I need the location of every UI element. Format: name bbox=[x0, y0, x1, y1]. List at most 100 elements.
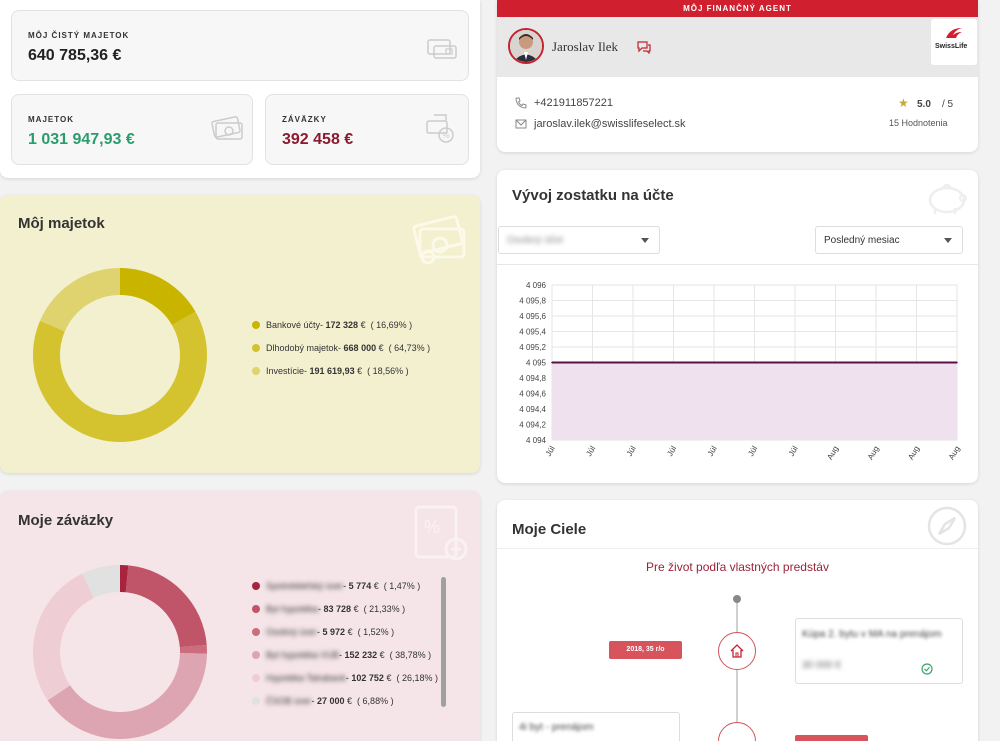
liabilities-legend-item-3[interactable]: Byt hypotéka VUB - 152 232 € ( 38,78% ) bbox=[252, 643, 438, 666]
agent-header-label: MÔJ FINANČNÝ AGENT bbox=[683, 4, 792, 13]
balance-point[interactable] bbox=[753, 361, 756, 364]
legend-dot bbox=[252, 627, 260, 636]
y-tick-label: 4 095 bbox=[526, 359, 547, 368]
agent-phone[interactable]: +421911857221 bbox=[534, 97, 614, 109]
balance-point[interactable] bbox=[875, 361, 877, 364]
compass-icon bbox=[927, 506, 967, 546]
liabilities-legend-item-1[interactable]: Byt hypotéka - 83 728 € ( 21,33% ) bbox=[252, 597, 438, 620]
liabilities-legend: Spotrebiteľský úver - 5 774 € ( 1,47% ) B… bbox=[252, 574, 438, 712]
period-select-value: Posledný mesiac bbox=[824, 234, 900, 246]
assets-donut-chart[interactable] bbox=[30, 265, 210, 445]
balance-point[interactable] bbox=[834, 361, 837, 364]
wallet-icon bbox=[427, 39, 457, 59]
brand-mark-icon bbox=[946, 28, 962, 38]
balance-point[interactable] bbox=[713, 361, 715, 364]
legend-value: - 83 728 € ( 21,33% ) bbox=[318, 603, 406, 614]
liabilities-legend-item-5[interactable]: ČSOB úver - 27 000 € ( 6,88% ) bbox=[252, 689, 438, 712]
y-tick-label: 4 095,2 bbox=[519, 343, 546, 352]
balance-line-chart[interactable]: 4 096 4 095,8 4 095,6 4 095,4 4 095,2 4 095 4 … bbox=[497, 270, 978, 470]
check-circle-icon bbox=[921, 663, 933, 675]
chat-icon[interactable] bbox=[636, 40, 652, 54]
balance-point[interactable] bbox=[551, 361, 553, 364]
x-tick-label: Júl bbox=[625, 444, 638, 458]
legend-dot bbox=[252, 696, 260, 705]
chevron-down-icon bbox=[641, 238, 649, 243]
balance-point[interactable] bbox=[591, 361, 594, 364]
liabilities-box[interactable]: ZÁVÄZKY 392 458 € % bbox=[265, 94, 469, 165]
y-tick-label: 4 096 bbox=[526, 281, 547, 290]
rating-value: 5.0 bbox=[917, 99, 931, 110]
x-tick-label: Aug bbox=[947, 445, 962, 462]
liabilities-title: Moje záväzky bbox=[18, 512, 114, 529]
x-tick-label: Júl bbox=[544, 444, 557, 458]
liabilities-legend-item-4[interactable]: Hypotéka Tatrabank - 102 752 € ( 26,18% … bbox=[252, 666, 438, 689]
goal-2-title: 4i byt - prenájom bbox=[519, 722, 594, 733]
liabilities-donut-chart[interactable] bbox=[30, 562, 210, 741]
goal-1-title: Kúpa 2. bytu v MA na prenájom bbox=[802, 629, 942, 640]
agent-email[interactable]: jaroslav.ilek@swisslifeselect.sk bbox=[534, 118, 686, 130]
agent-header-bar: MÔJ FINANČNÝ AGENT bbox=[497, 0, 978, 17]
y-tick-label: 4 095,6 bbox=[519, 312, 546, 321]
goal-node-home[interactable] bbox=[718, 632, 756, 670]
liabilities-slice-5[interactable] bbox=[82, 565, 120, 598]
chevron-down-icon bbox=[944, 238, 952, 243]
goal-card-2[interactable]: 4i byt - prenájom bbox=[512, 712, 680, 741]
agent-name: Jaroslav Ilek bbox=[552, 39, 619, 54]
legend-scrollbar[interactable] bbox=[441, 577, 446, 707]
avatar[interactable] bbox=[508, 28, 544, 64]
x-tick-label: Júl bbox=[787, 444, 800, 458]
y-tick-label: 4 094,4 bbox=[519, 405, 546, 414]
legend-value: - 102 752 € ( 26,18% ) bbox=[345, 672, 438, 683]
assets-box[interactable]: MAJETOK 1 031 947,93 € bbox=[11, 94, 253, 165]
legend-name: Osobný úver bbox=[266, 626, 318, 637]
home-icon bbox=[730, 644, 744, 658]
goal-node-2[interactable] bbox=[718, 722, 756, 741]
assets-slice-0[interactable] bbox=[120, 268, 196, 326]
money-icon bbox=[211, 116, 243, 140]
legend-value: - 5 972 € ( 1,52% ) bbox=[317, 626, 395, 637]
assets-legend-item-2[interactable]: Investície - 191 619,93 € ( 18,56% ) bbox=[252, 359, 430, 382]
legend-name: ČSOB úver bbox=[266, 695, 312, 706]
liabilities-legend-item-0[interactable]: Spotrebiteľský úver - 5 774 € ( 1,47% ) bbox=[252, 574, 438, 597]
assets-legend-item-0[interactable]: Bankové účty - 172 328 € ( 16,69% ) bbox=[252, 313, 430, 336]
y-tick-label: 4 094 bbox=[526, 436, 547, 445]
legend-value: - 5 774 € ( 1,47% ) bbox=[343, 580, 421, 591]
liabilities-value: 392 458 € bbox=[282, 131, 354, 148]
assets-card: Môj majetok Bankové účty - 172 328 € ( 1… bbox=[0, 195, 480, 473]
y-tick-label: 4 094,6 bbox=[519, 390, 546, 399]
assets-legend-item-1[interactable]: Dlhodobý majetok - 668 000 € ( 64,73% ) bbox=[252, 336, 430, 359]
liabilities-slice-4[interactable] bbox=[33, 573, 94, 701]
legend-dot bbox=[252, 650, 260, 659]
goal-1-amount: 30 000 € bbox=[802, 660, 841, 671]
liabilities-slice-1[interactable] bbox=[125, 565, 207, 648]
legend-dot bbox=[252, 581, 260, 590]
summary-card: MÔJ ČISTÝ MAJETOK 640 785,36 € MAJETOK 1… bbox=[0, 0, 480, 178]
liabilities-card: Moje záväzky % Spotrebiteľský úver - 5 7… bbox=[0, 491, 480, 741]
balance-point[interactable] bbox=[956, 361, 958, 364]
liabilities-slice-3[interactable] bbox=[47, 653, 207, 739]
net-worth-label: MÔJ ČISTÝ MAJETOK bbox=[28, 31, 130, 40]
legend-value: - 668 000 € ( 64,73% ) bbox=[338, 342, 431, 353]
liabilities-legend-item-2[interactable]: Osobný úver - 5 972 € ( 1,52% ) bbox=[252, 620, 438, 643]
assets-slice-1[interactable] bbox=[33, 311, 208, 442]
goals-title: Moje Ciele bbox=[512, 521, 587, 538]
goal-card-1[interactable]: Kúpa 2. bytu v MA na prenájom 30 000 € bbox=[795, 618, 963, 684]
chart-divider bbox=[497, 264, 978, 265]
svg-text:%: % bbox=[424, 517, 440, 537]
assets-slice-2[interactable] bbox=[40, 268, 120, 332]
net-worth-value: 640 785,36 € bbox=[28, 47, 122, 64]
goals-card: Moje Ciele Pre život podľa vlastných pre… bbox=[497, 500, 978, 741]
legend-name: Byt hypotéka VUB bbox=[266, 649, 340, 660]
assets-value: 1 031 947,93 € bbox=[28, 131, 135, 148]
period-select[interactable]: Posledný mesiac bbox=[815, 226, 963, 254]
balance-point[interactable] bbox=[794, 361, 796, 364]
balance-point[interactable] bbox=[632, 361, 634, 364]
goal-year-badge-2 bbox=[795, 735, 868, 741]
liabilities-slice-0[interactable] bbox=[120, 565, 129, 593]
liabilities-slice-2[interactable] bbox=[179, 644, 207, 654]
net-worth-box[interactable]: MÔJ ČISTÝ MAJETOK 640 785,36 € bbox=[11, 10, 469, 81]
balance-point[interactable] bbox=[915, 361, 918, 364]
brand-label: SwissLife bbox=[935, 43, 968, 50]
account-select[interactable]: Osobný účet bbox=[498, 226, 660, 254]
balance-point[interactable] bbox=[672, 361, 675, 364]
